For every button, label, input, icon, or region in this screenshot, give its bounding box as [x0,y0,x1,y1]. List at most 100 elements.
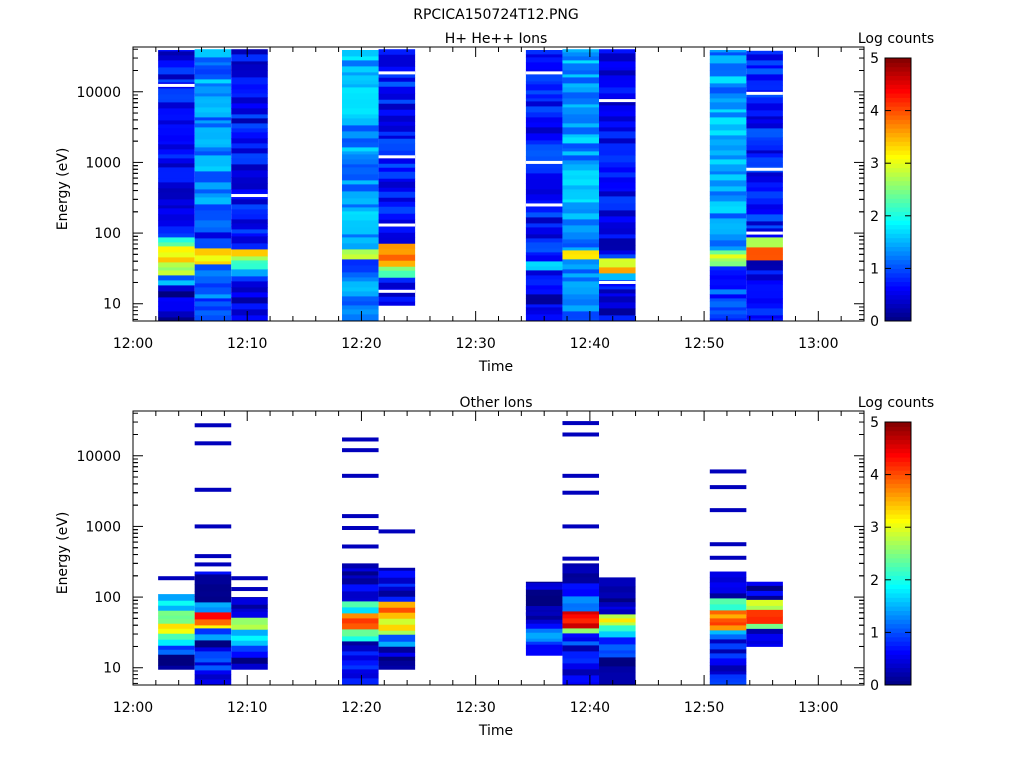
energy-bin [562,658,600,664]
energy-bin [231,587,268,592]
energy-bin [746,97,783,104]
energy-bin [709,258,747,262]
energy-bin [378,178,416,182]
energy-bin [562,87,600,93]
energy-bin [231,597,268,605]
energy-bin [562,589,600,597]
energy-bin [342,544,379,549]
energy-bin [194,261,232,265]
energy-bin [342,665,379,670]
energy-bin [709,102,747,110]
energy-bin [194,287,232,295]
energy-bin [562,98,600,105]
energy-bin [709,625,747,631]
colorbar-segment [885,584,911,590]
energy-bin [709,83,747,88]
energy-bin [709,171,747,175]
colorbar-segment [885,180,911,186]
energy-bin [378,143,416,151]
energy-bin [562,583,600,590]
energy-bin [342,66,379,73]
energy-bin [194,310,232,316]
energy-bin [525,50,563,55]
energy-bin [746,65,783,69]
energy-bin [194,83,232,87]
energy-bin [342,598,379,602]
energy-column [525,50,563,322]
energy-bin [158,49,195,52]
energy-bin [709,59,747,64]
colorbar-segment [885,439,911,445]
energy-bin [158,285,195,292]
energy-bin [599,234,636,239]
energy-column [158,49,195,322]
energy-bin [746,633,783,641]
energy-bin [562,563,600,567]
energy-bin [525,106,563,113]
energy-bin [231,93,268,98]
energy-bin [231,64,268,71]
energy-bin [158,654,195,660]
energy-bin [562,318,600,322]
energy-bin [342,291,379,297]
energy-bin [231,604,268,609]
energy-bin [746,60,783,66]
energy-bin [342,623,379,630]
colorbar-segment [885,465,911,471]
colorbar-segment [885,474,911,480]
energy-bin [342,301,379,306]
energy-bin [709,155,747,160]
energy-bin [562,596,600,604]
energy-bin [562,170,600,176]
energy-bin [231,153,268,159]
energy-bin [562,219,600,226]
energy-column [562,421,600,686]
energy-bin [562,155,600,161]
energy-bin [709,195,747,199]
energy-bin [231,77,268,85]
energy-bin [342,636,379,642]
energy-bin [231,243,268,250]
energy-bin [746,291,783,299]
energy-bin [194,155,232,161]
energy-bin [231,49,268,55]
energy-bin [194,189,232,194]
colorbar-segment [885,307,911,313]
colorbar-segment [885,443,911,449]
colorbar-border [884,57,912,322]
energy-bin [158,128,195,136]
energy-bin [746,284,783,292]
data-gap [525,160,563,164]
energy-bin [194,651,232,659]
energy-bin [709,649,747,654]
energy-bin [378,583,416,587]
energy-bin [599,143,636,151]
energy-bin [231,89,268,94]
energy-bin [194,147,232,152]
energy-bin [194,524,232,529]
colorbar-tick-label: 3 [870,520,879,536]
energy-bin [194,612,232,620]
energy-bin [342,103,379,109]
energy-bin [746,280,783,285]
energy-bin [709,653,747,659]
energy-bin [231,189,268,193]
colorbar-segment [885,435,911,441]
energy-bin [709,662,747,666]
energy-bin [342,287,379,292]
energy-bin [746,616,783,624]
energy-bin [342,655,379,661]
energy-bin [378,260,416,267]
energy-bin [342,272,379,278]
energy-bin [158,79,195,83]
energy-bin [562,118,600,124]
energy-bin [709,630,747,635]
energy-bin [599,650,636,654]
energy-bin [599,577,636,581]
x-tick-label: 12:30 [455,700,495,716]
colorbar-segment [885,540,911,546]
energy-bin [562,299,600,306]
energy-bin [158,252,195,258]
energy-bin [525,156,563,162]
colorbar: 0 1 2 3 4 5 [870,415,912,694]
